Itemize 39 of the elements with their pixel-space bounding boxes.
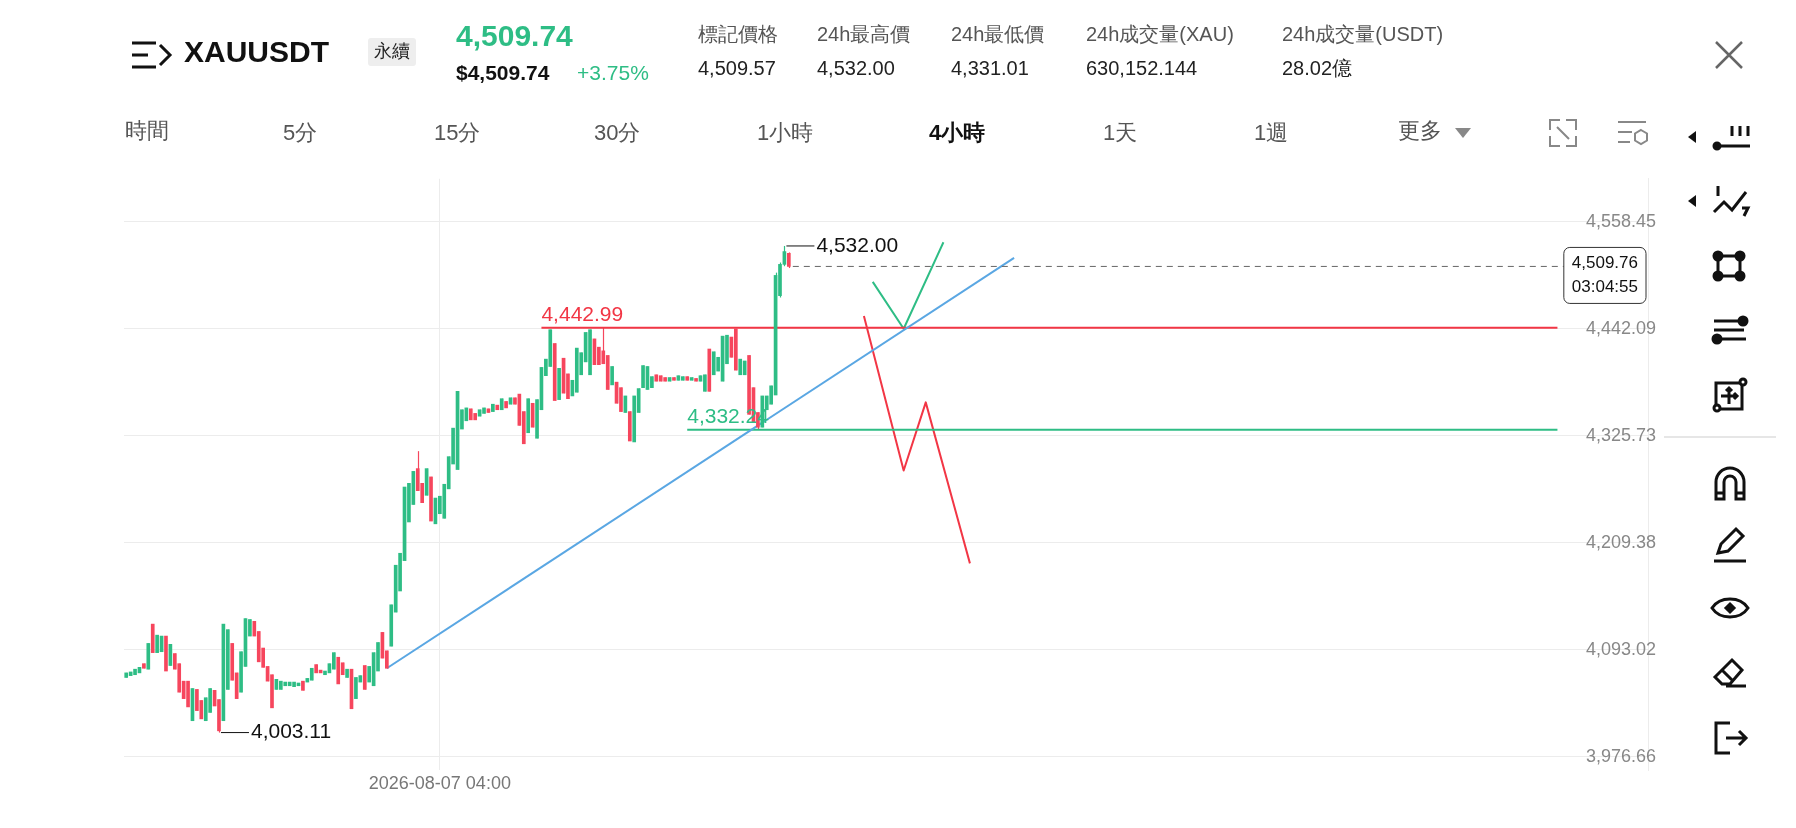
text: 28.02億 [1282, 56, 1353, 80]
text: 1週 [1254, 120, 1289, 147]
annotation: 4,442.99 [541, 302, 624, 326]
text: 4,532.00 [817, 56, 895, 80]
y-tick-label: 3,976.66 [1585, 745, 1656, 766]
text: 30分 [594, 120, 641, 147]
x-tick-label: 2026-08-07 04:00 [368, 773, 511, 794]
text: 標記價格 [698, 22, 778, 46]
candlestick [354, 676, 358, 700]
text: 24h成交量(XAU) [1086, 22, 1234, 46]
text: 630,152.144 [1086, 56, 1198, 80]
text: 15分 [434, 120, 481, 147]
text: 1天 [1103, 120, 1138, 147]
text: 1小時 [757, 120, 814, 147]
text: 4,509.57 [698, 56, 776, 80]
y-tick-label: 4,558.45 [1585, 210, 1656, 231]
y-tick-label: 4,209.38 [1585, 531, 1656, 552]
text: 24h最高價 [817, 22, 911, 46]
annotation: 4,003.11 [250, 719, 332, 743]
text: 時間 [125, 118, 169, 145]
y-tick-label: 4,325.73 [1585, 424, 1656, 445]
text: 24h最低價 [951, 22, 1045, 46]
text: 永續 [368, 38, 416, 66]
text: 24h成交量(USDT) [1282, 22, 1444, 46]
y-tick-label: 4,442.09 [1585, 317, 1656, 338]
text: $4,509.74 [456, 60, 550, 86]
candlestick [711, 351, 716, 376]
text: 4,509.74 [456, 18, 573, 54]
text: +3.75% [577, 60, 649, 86]
text: 5分 [283, 120, 318, 147]
text: 4,331.01 [951, 56, 1029, 80]
candlestick [610, 365, 614, 386]
chart-title: XAUUSDT [184, 34, 330, 70]
y-tick-label: 4,093.02 [1585, 638, 1656, 659]
annotation: 4,532.00 [816, 232, 899, 256]
text: 4小時 [929, 120, 986, 147]
text: 更多 [1398, 118, 1442, 145]
candlestick [641, 364, 645, 389]
ref-line-label: 4,509.76 03:04:55 [1571, 253, 1639, 297]
